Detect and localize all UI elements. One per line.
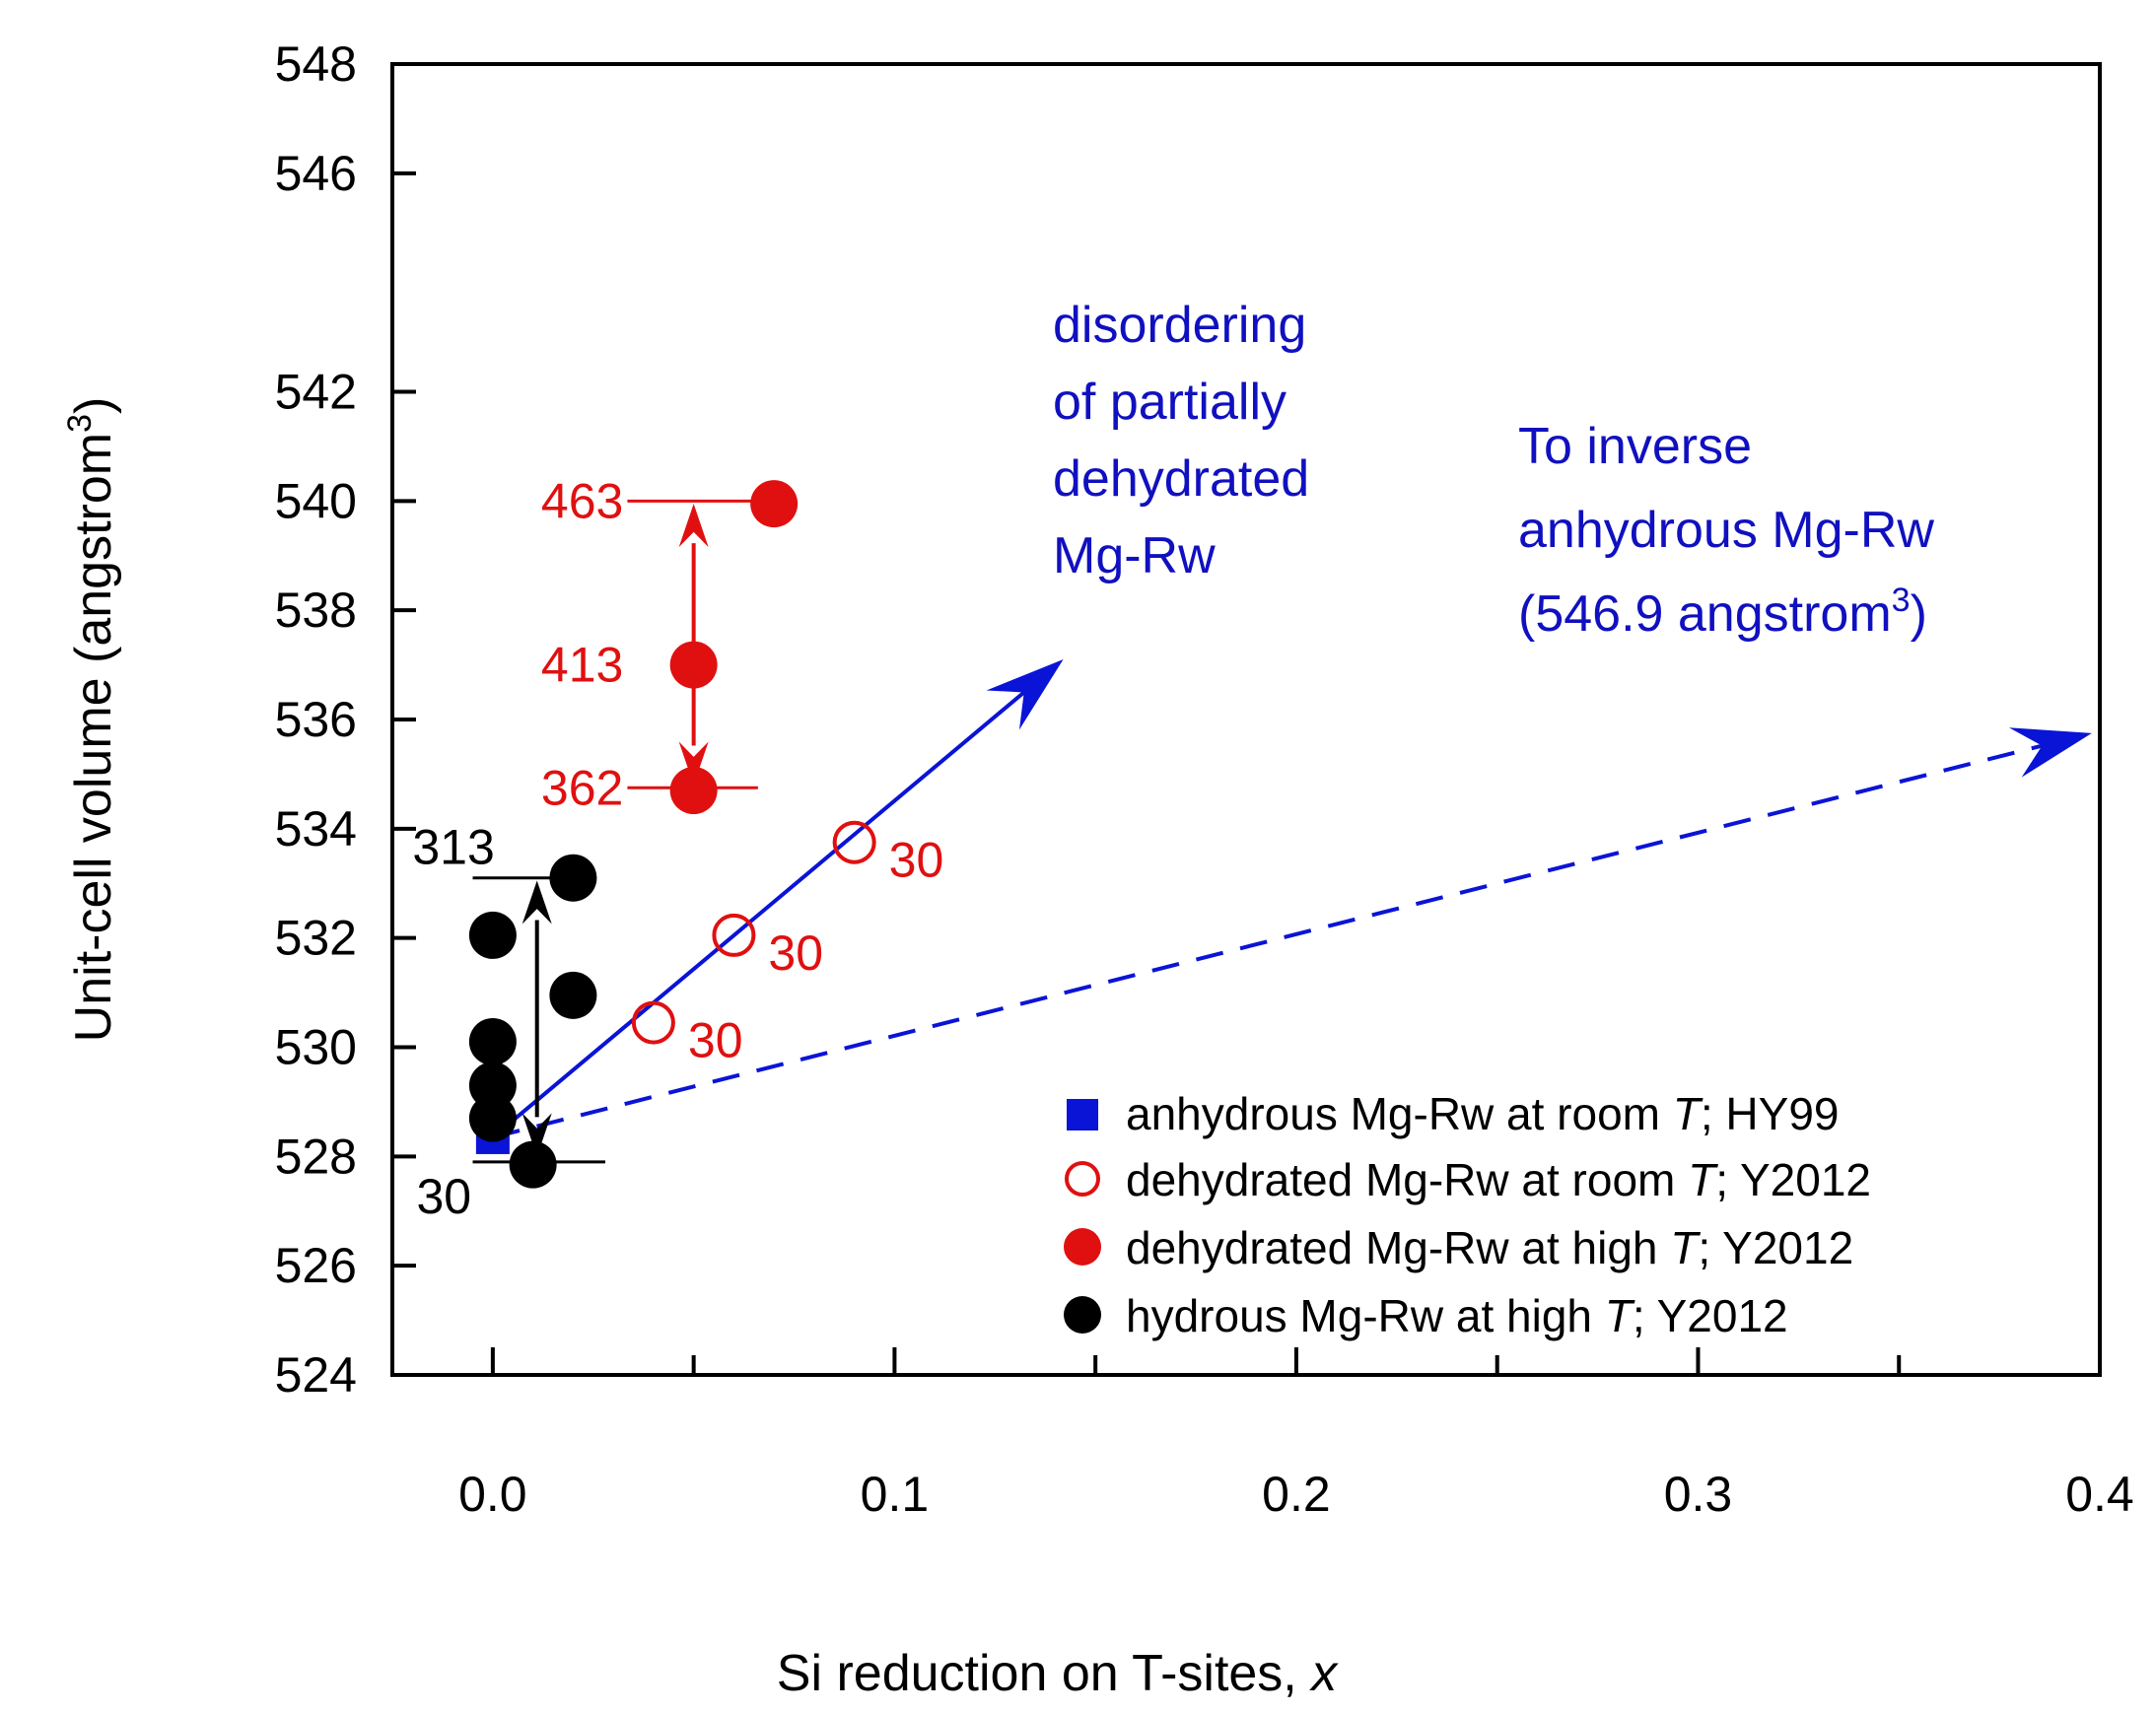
- annotation-inverse-line-2: anhydrous Mg-Rw: [1518, 502, 1934, 559]
- temp-label-362-2: 362: [541, 760, 623, 815]
- y-tick-label-5: 534: [275, 801, 357, 856]
- y-tick-label-7: 538: [275, 582, 357, 638]
- data-markers: [468, 480, 876, 1189]
- y-tick-label-1: 526: [275, 1238, 357, 1293]
- point-s1-0: [631, 1000, 675, 1045]
- y-tick-labels: 524 526 528 530 532 534 536 538 540 542 546 548: [275, 36, 357, 1403]
- annotation-inverse-line-3: (546.9 angstrom3): [1518, 582, 1927, 643]
- y-tick-label-0: 524: [275, 1347, 357, 1403]
- plot-area: [390, 62, 2102, 1377]
- point-s3-6: [509, 1140, 557, 1189]
- y-tick-label-11: 548: [275, 36, 357, 92]
- point-labels: 30 30 30: [688, 833, 943, 1068]
- annotation-disordering-line-2: of partially: [1053, 374, 1287, 431]
- y-tick-label-6: 536: [275, 692, 357, 747]
- legend-marker-open-circle: [1065, 1161, 1100, 1197]
- temp-label-413-1: 413: [541, 638, 623, 693]
- y-tick-label-4: 532: [275, 911, 357, 966]
- point-s3-3: [468, 1017, 517, 1065]
- black-range-arrow-head-down: [522, 1113, 552, 1157]
- inverse-arrow-shaft: [492, 740, 2054, 1139]
- legend-label-hydrous-high: hydrous Mg-Rw at high T; Y2012: [1126, 1290, 1788, 1341]
- point-s2-1: [669, 641, 718, 689]
- x-axis-title: Si reduction on T-sites, x: [777, 1645, 1339, 1702]
- y-axis-title: Unit-cell volume (angstrom3): [61, 397, 122, 1043]
- point-s2-2: [669, 767, 718, 815]
- y-tick-label-8: 540: [275, 473, 357, 528]
- point-s3-0: [549, 854, 597, 902]
- legend-label-anhydrous: anhydrous Mg-Rw at room T; HY99: [1126, 1088, 1840, 1139]
- inverse-arrow-head: [2008, 727, 2092, 778]
- temp-label-30-4: 30: [416, 1169, 471, 1224]
- x-tick-label-2: 0.2: [1262, 1467, 1331, 1522]
- point-label-1-0: 30: [688, 1013, 743, 1068]
- red-range-arrow-head-up: [678, 504, 709, 548]
- y-tick-label-2: 528: [275, 1129, 357, 1184]
- annotation-disordering-line-4: Mg-Rw: [1053, 527, 1216, 584]
- annotation-disordering-line-3: dehydrated: [1053, 450, 1309, 508]
- legend: anhydrous Mg-Rw at room T; HY99 dehydrat…: [1064, 1088, 1871, 1341]
- y-tick-label-9: 542: [275, 365, 357, 420]
- point-s2-0: [750, 480, 799, 528]
- temperature-labels: 463 413 362 313 30: [412, 473, 623, 1224]
- point-s1-2: [832, 820, 876, 864]
- legend-label-dehydrated-room: dehydrated Mg-Rw at room T; Y2012: [1126, 1154, 1871, 1205]
- x-tick-label-1: 0.1: [861, 1467, 930, 1522]
- arrows: [491, 504, 2092, 1157]
- annotation-inverse: To inverse anhydrous Mg-Rw (546.9 angstr…: [1518, 418, 1934, 643]
- annotation-disordering: disordering of partially dehydrated Mg-R…: [1053, 297, 1309, 584]
- point-s3-5: [468, 1094, 517, 1142]
- temp-label-463-0: 463: [541, 473, 623, 528]
- legend-marker-red-circle: [1064, 1228, 1101, 1266]
- black-range-arrow-head-up: [522, 880, 552, 925]
- x-tick-label-4: 0.4: [2065, 1467, 2134, 1522]
- axis-ticks: [392, 62, 2102, 1377]
- x-tick-label-0: 0.0: [458, 1467, 527, 1522]
- y-tick-label-10: 546: [275, 146, 357, 201]
- legend-label-dehydrated-high: dehydrated Mg-Rw at high T; Y2012: [1126, 1222, 1853, 1273]
- point-s3-2: [549, 971, 597, 1019]
- temp-label-313-3: 313: [412, 820, 494, 875]
- annotation-inverse-line-1: To inverse: [1518, 418, 1752, 475]
- red-range-arrow-head-down: [678, 741, 709, 786]
- point-label-1-2: 30: [889, 833, 944, 888]
- point-s3-1: [468, 911, 517, 959]
- point-s3-4: [468, 1062, 517, 1110]
- point-label-1-1: 30: [768, 925, 823, 981]
- legend-marker-square: [1067, 1099, 1098, 1131]
- disordering-arrow-head: [986, 659, 1064, 730]
- x-tick-label-3: 0.3: [1664, 1467, 1733, 1522]
- disordering-arrow-shaft: [491, 683, 1035, 1139]
- y-tick-label-3: 530: [275, 1020, 357, 1075]
- legend-marker-black-circle: [1064, 1296, 1101, 1334]
- x-tick-labels: 0.0 0.1 0.2 0.3 0.4: [458, 1467, 2134, 1522]
- annotation-disordering-line-1: disordering: [1053, 297, 1306, 354]
- point-s1-1: [712, 913, 756, 957]
